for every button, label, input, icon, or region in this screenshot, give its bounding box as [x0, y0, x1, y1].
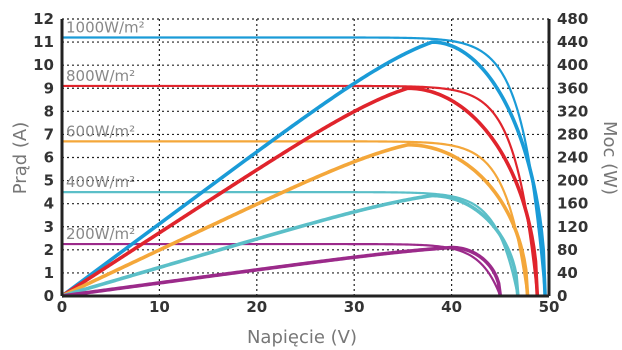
x-tick-label: 50	[539, 298, 560, 316]
ticks-layer: 0 10 20 30 40 5001234567891011120408012016020…	[33, 10, 588, 316]
iv-curve-2	[62, 140, 529, 297]
y2-tick-label: 120	[557, 218, 588, 236]
frame-layer	[60, 18, 551, 298]
y2-tick-label: 480	[557, 10, 588, 28]
y-tick-label: 12	[33, 10, 54, 28]
irradiance-label-2: 600W/m²	[66, 122, 135, 140]
y-tick-label: 6	[44, 149, 54, 167]
y-tick-label: 11	[33, 33, 54, 51]
x-tick-label: 20	[246, 298, 267, 316]
x-axis-title: Napięcie (V)	[247, 327, 357, 348]
y2-tick-label: 80	[557, 241, 578, 259]
y2-tick-label: 320	[557, 102, 588, 120]
y-tick-label: 8	[44, 102, 54, 120]
y-tick-label: 1	[44, 264, 54, 282]
power-curve-2	[61, 143, 530, 298]
y2-tick-label: 240	[557, 149, 588, 167]
x-tick-label: 40	[441, 298, 462, 316]
y-tick-label: 9	[44, 79, 54, 97]
irradiance-label-0: 1000W/m²	[66, 18, 145, 36]
x-tick-label: 10	[149, 298, 170, 316]
power-curve-0	[60, 40, 547, 298]
y2-tick-label: 160	[557, 195, 588, 213]
curves-layer	[60, 36, 547, 298]
x-tick-label: 0	[57, 298, 67, 316]
y-tick-label: 3	[44, 218, 54, 236]
y2-tick-label: 0	[557, 287, 567, 305]
y2-tick-label: 440	[557, 33, 588, 51]
y2-tick-label: 40	[557, 264, 578, 282]
power-curve-3	[61, 193, 520, 298]
iv-curve-1	[62, 84, 539, 297]
y-tick-label: 2	[44, 241, 54, 259]
irradiance-label-3: 400W/m²	[66, 173, 135, 191]
y-axis-title: Prąd (A)	[10, 122, 31, 194]
y2-tick-label: 360	[557, 79, 588, 97]
labels-layer: 1000W/m² 800W/m² 600W/m² 400W/m² 200W/m²	[66, 18, 145, 243]
irradiance-label-4: 200W/m²	[66, 225, 135, 243]
y-tick-label: 5	[44, 172, 54, 190]
power-curve-4	[61, 245, 503, 298]
x-tick-label: 30	[344, 298, 365, 316]
power-curve-1	[61, 86, 540, 298]
irradiance-label-1: 800W/m²	[66, 67, 135, 85]
y-tick-label: 7	[44, 125, 54, 143]
iv-curve-0	[62, 36, 547, 297]
y-tick-label: 10	[33, 56, 54, 74]
y-tick-label: 0	[44, 287, 54, 305]
y2-axis-title: Moc (W)	[599, 121, 620, 195]
y2-tick-label: 280	[557, 125, 588, 143]
y2-tick-label: 400	[557, 56, 588, 74]
y2-tick-label: 200	[557, 172, 588, 190]
y-tick-label: 4	[44, 195, 54, 213]
